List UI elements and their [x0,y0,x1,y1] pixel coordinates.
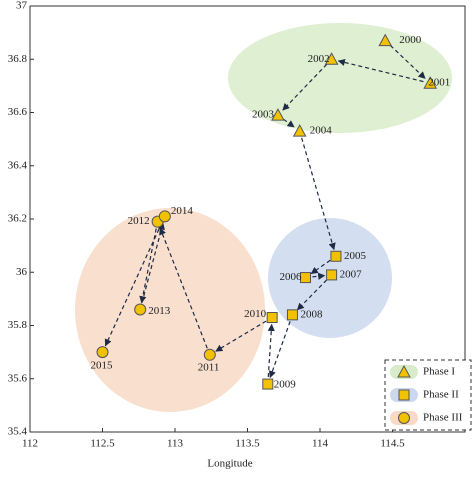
point-label: 2002 [308,53,330,65]
data-point [300,272,311,284]
legend-marker [398,389,410,401]
legend-label: Phase I [423,366,455,378]
data-point [378,33,393,47]
data-point [158,210,171,223]
trajectory-arrow [337,58,424,83]
point-label: 2009 [274,379,297,391]
data-point [326,269,338,281]
point-label: 2003 [252,109,275,121]
data-point [266,312,278,324]
data-point [324,52,339,65]
trajectory-arrow [104,222,163,347]
phase-region [75,208,265,412]
y-tick-label: 36.6 [8,106,28,118]
point-label: 2012 [128,215,150,227]
point-label: 2014 [171,205,194,217]
data-point [271,108,285,121]
point-label: 2013 [148,305,171,317]
x-tick-label: 114.5 [380,438,405,450]
data-point [203,348,216,361]
trajectory-arrow [215,320,267,352]
data-point [330,250,342,262]
point-label: 2008 [300,308,323,320]
data-point [96,346,109,359]
y-tick-label: 37 [16,0,28,12]
x-tick-label: 112.5 [90,438,115,450]
y-tick-label: 35.4 [8,426,28,438]
trajectory-arrow [283,118,295,128]
data-point [423,76,438,89]
x-tick-label: 113 [167,438,184,450]
x-tick-label: 113.5 [235,438,260,450]
trajectory-arrow [268,321,291,379]
y-tick-label: 35.8 [8,319,28,331]
y-tick-label: 36.8 [8,53,28,65]
legend-marker [397,364,411,378]
legend-label: Phase II [423,389,459,401]
data-point [262,378,274,390]
data-point [292,124,307,137]
x-tick-label: 112 [22,438,38,450]
point-label: 2001 [428,77,450,89]
y-tick-label: 36.2 [8,213,27,225]
trajectory-arrow [267,323,275,378]
trajectory-arrow [282,63,328,111]
trajectory-arrow [139,228,157,304]
point-label: 2010 [244,308,267,320]
y-tick-label: 36.4 [8,159,28,171]
y-tick-label: 35.6 [8,372,28,384]
trajectory-arrow [301,137,336,251]
legend-label: Phase III [423,412,463,424]
trajectory-arrow [389,44,426,79]
point-label: 2011 [198,361,220,373]
point-label: 2007 [340,268,363,280]
point-label: 2006 [280,271,303,283]
point-label: 2004 [310,125,333,137]
x-tick-label: 114 [312,438,329,450]
y-tick-label: 36 [16,266,28,278]
point-label: 2000 [399,34,422,46]
trajectory-arrow [159,227,208,349]
data-point [134,303,147,316]
point-label: 2005 [344,250,367,262]
x-axis-label: Longitude [207,458,252,470]
trajectory-arrow [312,272,326,280]
point-label: 2015 [91,360,114,372]
legend-marker [398,412,410,424]
data-point [286,309,298,321]
trajectory-arrow [310,259,331,275]
